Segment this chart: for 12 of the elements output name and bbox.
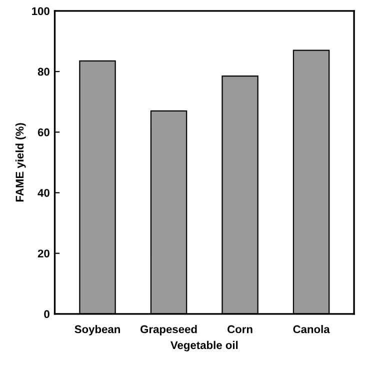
x-axis-title: Vegetable oil [170,340,238,352]
y-axis-title: FAME yield (%) [15,123,26,202]
y-tick-label: 60 [38,128,50,136]
x-tick-label: Soybean [74,325,120,336]
x-tick-label: Grapeseed [140,325,197,336]
y-tick-label: 80 [38,68,50,76]
y-tick-label: 20 [38,250,50,258]
y-tick-label: 0 [44,310,50,318]
y-tick-label: 40 [38,188,50,197]
x-tick-label: Canola [293,325,330,334]
y-tick-label: 100 [32,7,50,16]
x-tick-label: Corn [228,325,252,334]
